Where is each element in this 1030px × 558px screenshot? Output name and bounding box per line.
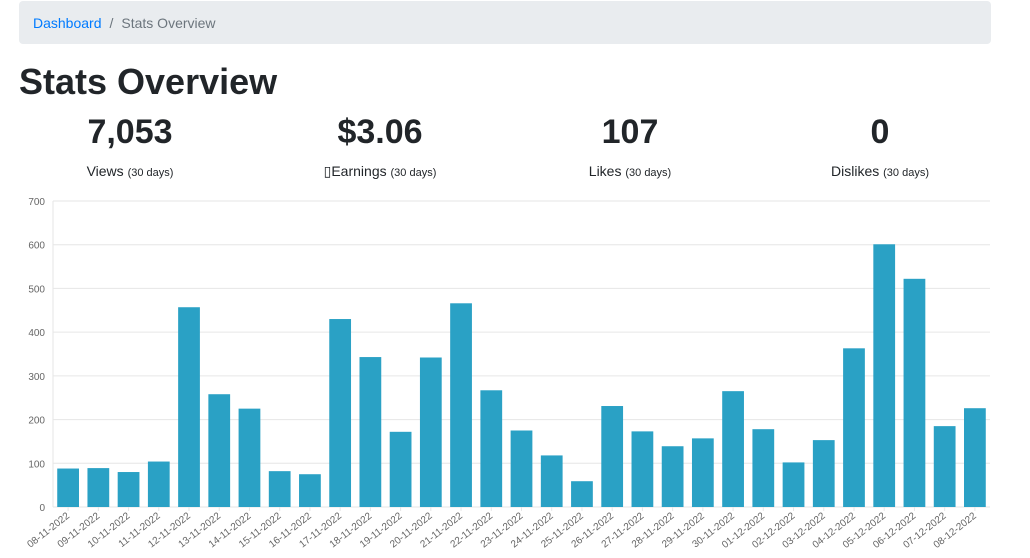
y-tick-label: 400 <box>28 328 45 339</box>
stat-likes: 107 Likes (30 days) <box>510 110 750 179</box>
stat-earnings-period: (30 days) <box>390 167 437 179</box>
bar-04-12-2022 <box>843 348 865 507</box>
stat-dislikes-label: Dislikes (30 days) <box>760 163 1000 179</box>
bar-30-11-2022 <box>722 391 744 507</box>
breadcrumb-link-dashboard[interactable]: Dashboard <box>33 14 102 31</box>
stat-likes-title: Likes <box>588 163 622 179</box>
bar-10-11-2022 <box>117 472 140 507</box>
stat-earnings-value: $3.06 <box>337 113 423 151</box>
bar-23-11-2022 <box>510 430 533 507</box>
breadcrumb: Dashboard / Stats Overview <box>19 1 991 44</box>
stat-likes-label: Likes (30 days) <box>510 163 750 179</box>
y-tick-label: 100 <box>28 459 45 470</box>
page-title: Stats Overview <box>19 61 278 102</box>
bar-18-11-2022 <box>359 357 382 507</box>
stat-dislikes: 0 Dislikes (30 days) <box>760 110 1000 179</box>
bar-19-11-2022 <box>389 431 412 507</box>
stat-earnings: $3.06 ▯Earnings (30 days) <box>260 110 500 180</box>
bar-05-12-2022 <box>873 244 896 507</box>
y-tick-label: 200 <box>28 416 45 427</box>
bar-13-11-2022 <box>208 394 231 507</box>
stat-dislikes-value: 0 <box>870 113 890 151</box>
stat-earnings-title: ▯Earnings <box>323 163 387 179</box>
bar-03-12-2022 <box>812 440 835 507</box>
bar-27-11-2022 <box>631 431 654 507</box>
bar-14-11-2022 <box>238 408 261 507</box>
bar-22-11-2022 <box>480 390 503 507</box>
bar-08-12-2022 <box>964 408 986 507</box>
bar-06-12-2022 <box>903 278 926 507</box>
bar-11-11-2022 <box>147 461 170 507</box>
bar-28-11-2022 <box>661 446 684 507</box>
stat-views-label: Views (30 days) <box>10 163 250 179</box>
bar-07-12-2022 <box>933 426 956 507</box>
bar-21-11-2022 <box>450 303 472 507</box>
bar-09-11-2022 <box>87 468 110 507</box>
stat-likes-period: (30 days) <box>625 167 672 179</box>
stat-dislikes-period: (30 days) <box>883 167 929 179</box>
y-tick-label: 300 <box>28 372 45 383</box>
stat-dislikes-title: Dislikes <box>831 163 880 179</box>
bar-25-11-2022 <box>571 481 593 507</box>
breadcrumb-current: Stats Overview <box>121 14 216 31</box>
bar-15-11-2022 <box>268 471 291 507</box>
bar-24-11-2022 <box>540 455 563 507</box>
stat-views-period: (30 days) <box>127 167 174 179</box>
bar-20-11-2022 <box>419 357 442 507</box>
bar-08-11-2022 <box>57 468 79 507</box>
stat-views-value: 7,053 <box>87 113 173 151</box>
bar-26-11-2022 <box>601 406 624 507</box>
breadcrumb-separator: / <box>109 14 114 31</box>
stat-earnings-label: ▯Earnings (30 days) <box>260 163 500 180</box>
stat-likes-value: 107 <box>601 113 659 151</box>
y-tick-label: 0 <box>39 503 45 514</box>
bar-02-12-2022 <box>782 462 805 507</box>
bar-29-11-2022 <box>691 438 714 507</box>
bar-16-11-2022 <box>299 474 321 507</box>
bar-12-11-2022 <box>178 307 200 507</box>
stat-views: 7,053 Views (30 days) <box>10 110 250 179</box>
bar-01-12-2022 <box>752 429 775 507</box>
y-tick-label: 600 <box>28 241 45 252</box>
y-tick-label: 500 <box>28 284 45 295</box>
bar-17-11-2022 <box>329 319 352 507</box>
stat-views-title: Views <box>86 163 124 179</box>
y-tick-label: 700 <box>28 197 45 208</box>
views-bar-chart: 010020030040050060070008-11-202209-11-20… <box>25 197 990 551</box>
